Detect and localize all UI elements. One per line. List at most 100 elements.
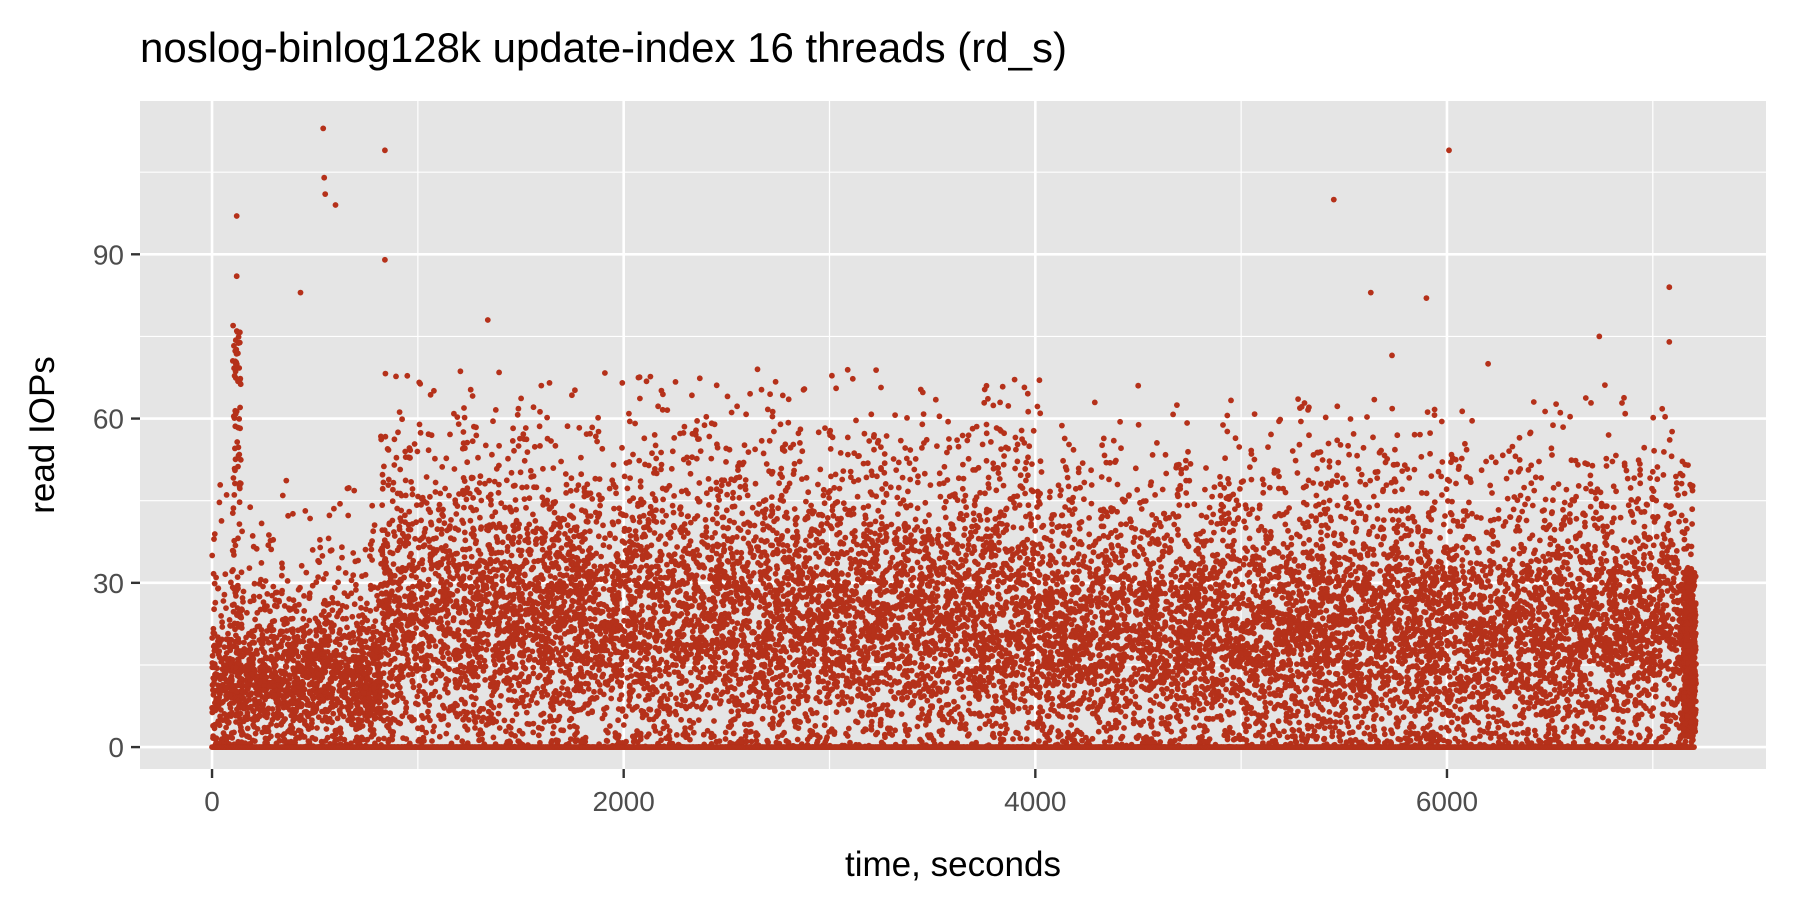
data-point bbox=[975, 524, 981, 530]
data-point bbox=[325, 719, 331, 725]
data-point bbox=[787, 481, 793, 487]
data-point bbox=[735, 620, 741, 626]
data-point bbox=[212, 581, 218, 587]
data-point bbox=[1011, 500, 1017, 506]
data-point bbox=[268, 623, 274, 629]
data-point bbox=[938, 494, 944, 500]
data-point bbox=[305, 702, 311, 708]
data-point bbox=[445, 722, 451, 728]
data-point bbox=[349, 614, 355, 620]
data-point bbox=[986, 485, 992, 491]
data-point bbox=[842, 644, 848, 650]
data-point bbox=[1025, 623, 1031, 629]
data-point bbox=[287, 676, 293, 682]
data-point bbox=[288, 698, 294, 704]
data-point bbox=[307, 516, 313, 522]
data-point bbox=[1010, 736, 1016, 742]
data-point bbox=[444, 579, 450, 585]
data-point bbox=[426, 538, 432, 544]
data-point bbox=[324, 658, 330, 664]
data-point bbox=[255, 624, 261, 630]
data-point bbox=[540, 466, 546, 472]
data-point bbox=[919, 421, 925, 427]
data-point bbox=[369, 503, 375, 509]
data-point bbox=[266, 532, 272, 538]
data-point bbox=[1007, 565, 1013, 571]
data-point bbox=[303, 570, 309, 576]
data-point bbox=[823, 715, 829, 721]
data-point bbox=[517, 534, 523, 540]
data-point bbox=[227, 692, 233, 698]
data-point bbox=[286, 636, 292, 642]
data-point bbox=[381, 480, 387, 486]
data-point bbox=[310, 547, 316, 553]
data-point bbox=[349, 721, 355, 727]
data-point bbox=[451, 615, 457, 621]
data-point bbox=[345, 513, 351, 519]
data-point bbox=[469, 554, 475, 560]
data-point bbox=[430, 728, 436, 734]
data-point bbox=[392, 436, 398, 442]
data-point bbox=[316, 714, 322, 720]
data-point bbox=[1019, 681, 1025, 687]
data-point bbox=[641, 525, 647, 531]
data-point bbox=[536, 725, 542, 731]
data-point bbox=[512, 704, 518, 710]
data-point bbox=[477, 515, 483, 521]
data-point bbox=[324, 726, 330, 732]
data-point bbox=[362, 615, 368, 621]
data-point bbox=[243, 683, 249, 689]
data-point bbox=[873, 493, 879, 499]
data-point bbox=[268, 674, 274, 680]
data-point bbox=[1012, 377, 1018, 383]
data-point bbox=[695, 513, 701, 519]
data-point bbox=[369, 557, 375, 563]
data-point bbox=[252, 581, 258, 587]
data-point bbox=[356, 691, 362, 697]
data-point bbox=[252, 738, 258, 744]
data-point bbox=[328, 685, 334, 691]
data-point bbox=[223, 605, 229, 611]
data-point bbox=[222, 644, 228, 650]
data-point bbox=[602, 535, 608, 541]
data-point bbox=[239, 569, 245, 575]
data-point bbox=[215, 638, 221, 644]
data-point bbox=[912, 693, 918, 699]
data-point bbox=[222, 734, 228, 740]
data-point bbox=[915, 560, 921, 566]
data-point bbox=[930, 604, 936, 610]
data-point bbox=[613, 490, 619, 496]
data-point bbox=[357, 717, 363, 723]
data-point bbox=[719, 482, 725, 488]
data-point bbox=[271, 635, 277, 641]
data-point bbox=[688, 670, 694, 676]
data-point bbox=[241, 589, 247, 595]
data-point bbox=[443, 731, 449, 737]
data-point bbox=[638, 484, 644, 490]
data-point bbox=[984, 458, 990, 464]
data-point bbox=[227, 623, 233, 629]
data-point bbox=[619, 656, 625, 662]
data-point bbox=[826, 592, 832, 598]
data-point bbox=[329, 627, 335, 633]
data-point bbox=[258, 607, 264, 613]
data-point bbox=[368, 720, 374, 726]
data-point bbox=[280, 719, 286, 725]
data-point bbox=[244, 610, 250, 616]
data-point bbox=[301, 608, 307, 614]
data-point bbox=[291, 668, 297, 674]
data-point bbox=[245, 674, 251, 680]
data-point bbox=[393, 618, 399, 624]
data-point bbox=[429, 738, 435, 744]
data-point bbox=[259, 560, 265, 566]
data-point bbox=[468, 518, 474, 524]
data-point bbox=[431, 724, 437, 730]
data-point bbox=[332, 585, 338, 591]
data-point bbox=[658, 558, 664, 564]
data-point bbox=[372, 522, 378, 528]
data-point bbox=[222, 711, 228, 717]
data-point bbox=[264, 591, 270, 597]
data-point bbox=[462, 554, 468, 560]
data-point bbox=[222, 571, 228, 577]
